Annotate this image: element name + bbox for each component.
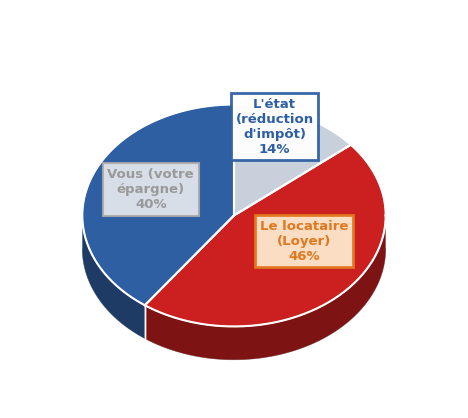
Polygon shape (145, 145, 386, 326)
Text: L'état
(réduction
d'impôt)
14%: L'état (réduction d'impôt) 14% (235, 98, 314, 155)
Text: Le locataire
(Loyer)
46%: Le locataire (Loyer) 46% (260, 220, 349, 263)
Text: Vous (votre
épargne)
40%: Vous (votre épargne) 40% (108, 168, 194, 211)
Polygon shape (145, 214, 386, 360)
Polygon shape (234, 104, 351, 215)
Polygon shape (82, 215, 145, 339)
Polygon shape (82, 104, 234, 305)
